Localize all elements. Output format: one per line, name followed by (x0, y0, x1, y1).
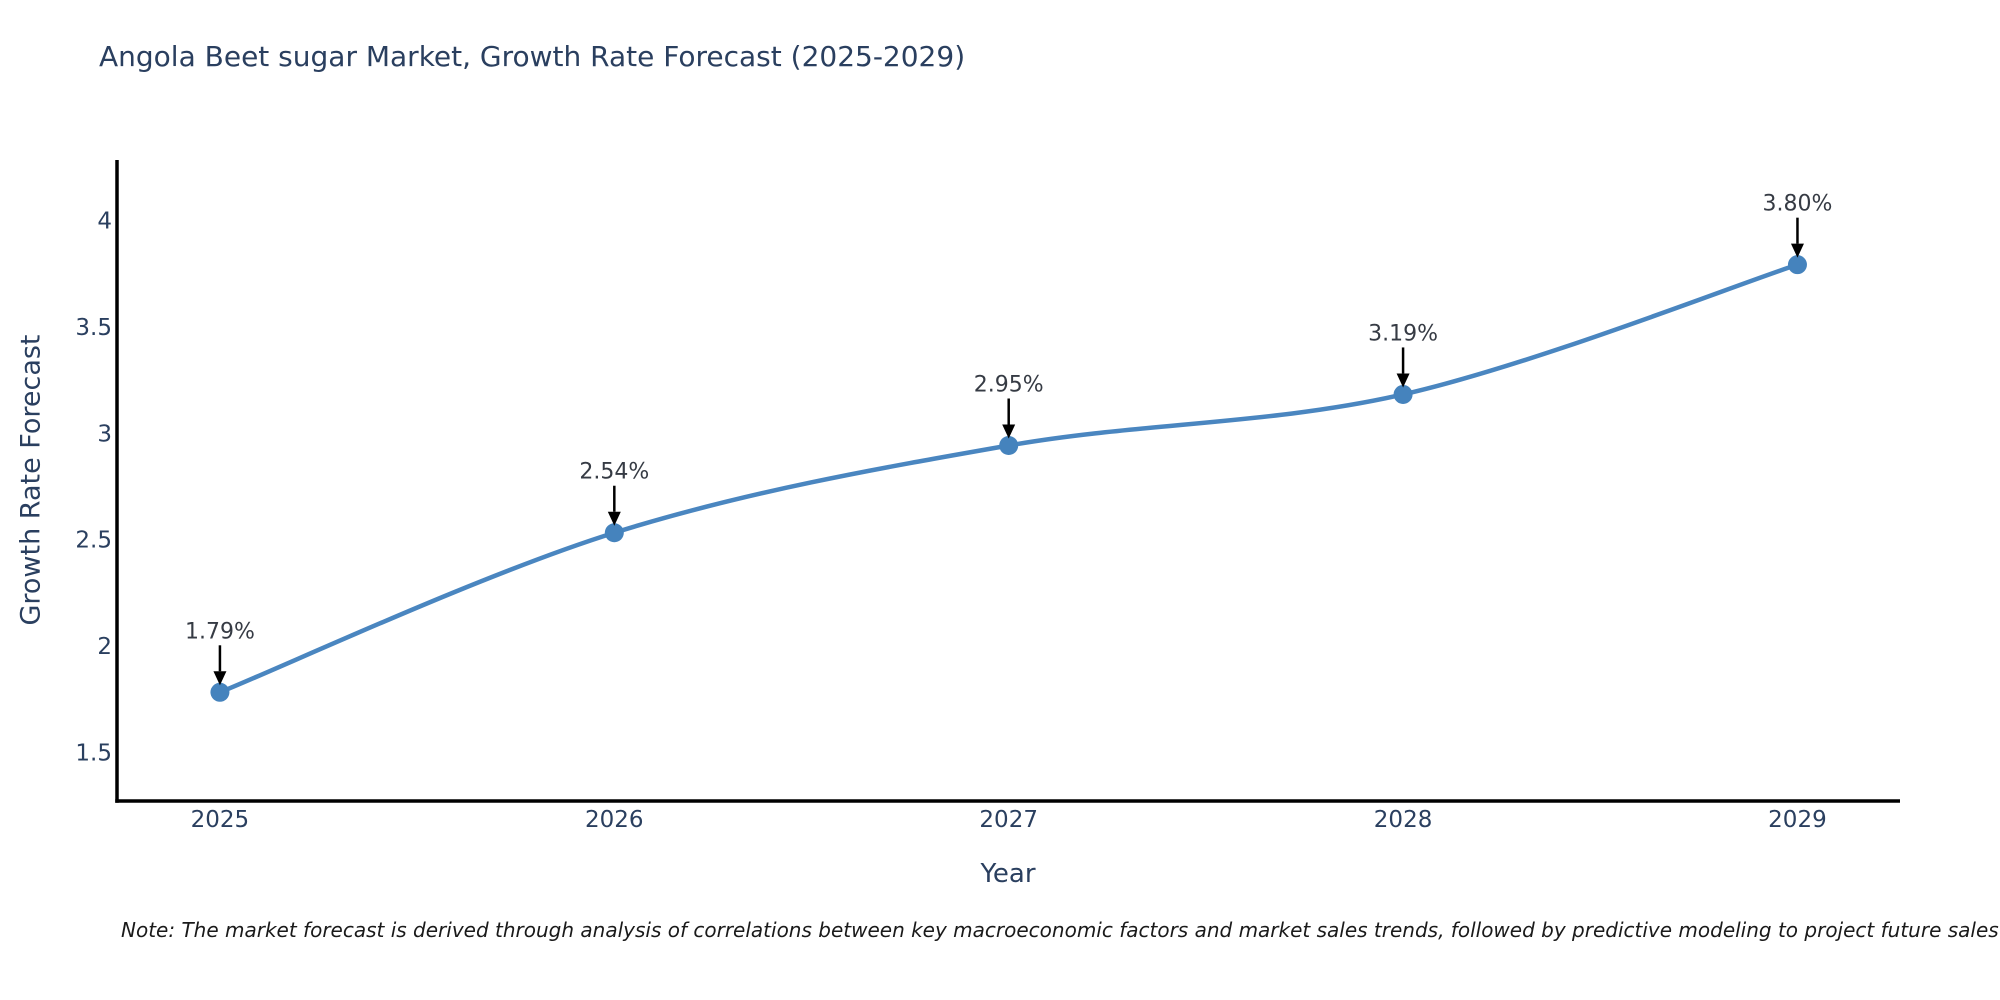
data-point-2026 (604, 523, 624, 543)
point-label: 3.80% (1763, 192, 1833, 217)
point-label: 2.54% (579, 460, 649, 485)
x-tick-label: 2026 (585, 807, 644, 833)
annotation-arrowhead (1396, 373, 1410, 388)
annotation-arrowhead (607, 511, 621, 526)
y-tick-label: 1.5 (75, 740, 112, 766)
data-point-2027 (999, 436, 1019, 456)
x-tick-label: 2027 (979, 807, 1038, 833)
data-point-2029 (1787, 255, 1807, 275)
x-axis-title: Year (980, 859, 1036, 889)
point-label: 1.79% (185, 619, 255, 644)
x-tick-label: 2028 (1374, 807, 1433, 833)
point-label: 2.95% (974, 373, 1044, 398)
y-tick-label: 3.5 (75, 315, 112, 341)
y-tick-label: 4 (97, 209, 112, 235)
y-tick-label: 2.5 (75, 528, 112, 554)
point-label: 3.19% (1368, 321, 1438, 346)
x-tick-label: 2029 (1768, 807, 1827, 833)
annotation-arrowhead (1002, 424, 1016, 439)
data-point-2025 (210, 682, 230, 702)
footnote: Note: The market forecast is derived thr… (121, 918, 1999, 942)
annotation-arrowhead (1790, 243, 1804, 258)
y-axis-title: Growth Rate Forecast (15, 334, 47, 626)
y-tick-label: 2 (97, 634, 112, 660)
annotation-arrowhead (213, 671, 227, 686)
data-point-2028 (1393, 384, 1413, 404)
forecast-line (217, 262, 1800, 695)
chart-title: Angola Beet sugar Market, Growth Rate Fo… (99, 40, 966, 73)
y-tick-label: 3 (97, 421, 112, 447)
x-tick-label: 2025 (191, 807, 250, 833)
